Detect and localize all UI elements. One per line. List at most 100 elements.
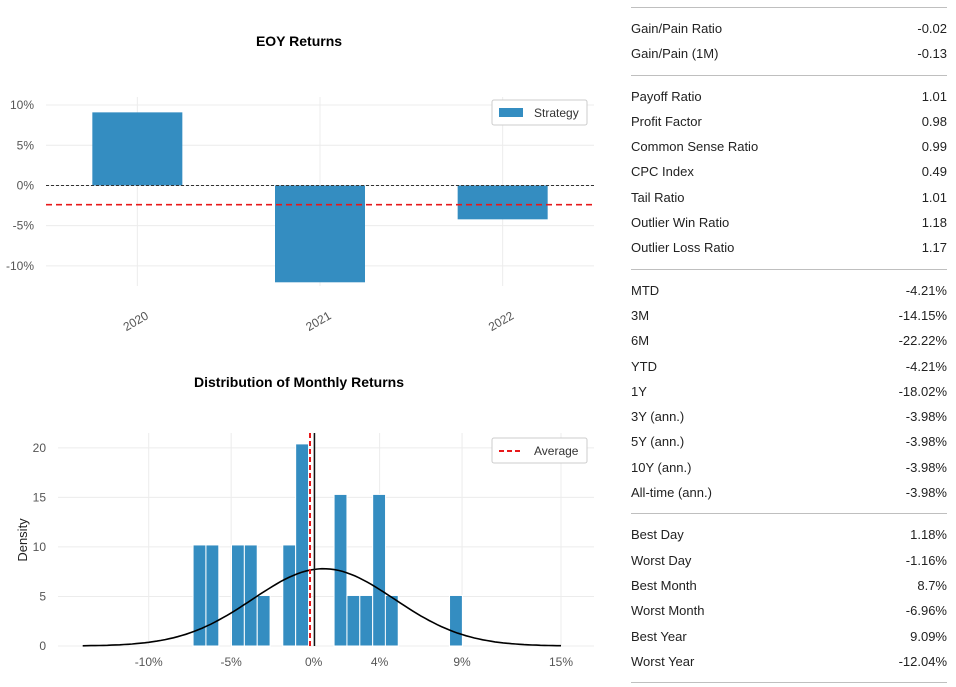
dist-y-ticks: 0 5 10 15 20: [33, 441, 47, 653]
dist-x-tick-label: -5%: [220, 655, 242, 669]
metric-value: 1.01: [921, 189, 947, 205]
metric-label: Worst Year: [631, 653, 695, 669]
metric-label: Payoff Ratio: [631, 88, 702, 104]
eoy-returns-chart: EOY Returns 10%5%0%-5%-10% 2020 2021 2022 …: [6, 33, 594, 334]
dist-legend-label: Average: [534, 444, 579, 458]
metric-label: Gain/Pain (1M): [631, 46, 719, 62]
metric-label: Best Day: [631, 527, 684, 543]
dist-gridlines: [58, 433, 594, 647]
metric-label: 3Y (ann.): [631, 409, 685, 425]
metrics-table: Gain/Pain Ratio -0.02 Gain/Pain (1M) -0.13 P…: [631, 7, 947, 684]
eoy-y-ticks: 10% 5% 0% -5% -10%: [6, 98, 34, 273]
dist-bar: [449, 594, 463, 647]
metric-row: Worst Year -12.04%: [631, 649, 947, 674]
dist-y-tick-label: 0: [39, 639, 46, 653]
metric-label: 10Y (ann.): [631, 459, 692, 475]
eoy-reference-lines: [46, 184, 594, 206]
metric-label: Profit Factor: [631, 113, 702, 129]
metric-row: Gain/Pain (1M) -0.13: [631, 41, 947, 66]
metric-value: 0.98: [921, 113, 947, 129]
monthly-distribution-chart: Distribution of Monthly Returns Density …: [15, 374, 594, 669]
metric-value: -3.98%: [905, 459, 947, 475]
dist-bar: [205, 544, 220, 647]
metric-row: Best Year 9.09%: [631, 624, 947, 649]
metric-label: All-time (ann.): [631, 485, 712, 501]
metric-value: -0.02: [917, 21, 947, 36]
dist-x-tick-label: 9%: [453, 655, 471, 669]
metric-row: 1Y -18.02%: [631, 379, 947, 404]
metric-row: Worst Day -1.16%: [631, 548, 947, 573]
dist-x-tick-label: -10%: [135, 655, 163, 669]
metric-label: Tail Ratio: [631, 189, 685, 205]
metric-value: -4.21%: [905, 358, 947, 374]
dist-bar: [256, 594, 271, 647]
metric-row: 5Y (ann.) -3.98%: [631, 429, 947, 454]
metric-label: MTD: [631, 282, 660, 298]
metric-label: Worst Day: [631, 552, 692, 568]
dist-bar: [282, 544, 297, 647]
metric-label: 5Y (ann.): [631, 434, 685, 450]
metric-value: 8.7%: [917, 577, 947, 593]
metric-label: Gain/Pain Ratio: [631, 21, 723, 36]
metric-row: Common Sense Ratio 0.99: [631, 134, 947, 159]
eoy-y-tick-label: -5%: [13, 219, 35, 233]
metric-label: Outlier Win Ratio: [631, 215, 730, 231]
eoy-legend-box: [491, 99, 588, 126]
dist-bar: [346, 594, 361, 647]
metric-label: Worst Month: [631, 603, 705, 619]
eoy-legend: Strategy: [491, 99, 588, 126]
eoy-x-tick-label: 2022: [486, 308, 516, 334]
metric-label: CPC Index: [631, 164, 694, 180]
eoy-bar: [275, 185, 365, 283]
eoy-legend-label: Strategy: [534, 106, 579, 120]
metric-value: -1.16%: [905, 552, 947, 568]
metric-value: -22.22%: [898, 333, 947, 349]
eoy-bar: [92, 112, 183, 186]
metric-value: -4.21%: [905, 282, 947, 298]
metric-value: -12.04%: [898, 653, 947, 669]
dist-legend: Average: [491, 437, 588, 464]
metric-value: 0.49: [921, 164, 947, 180]
metric-label: Best Month: [631, 577, 697, 593]
metric-value: 1.18%: [910, 527, 947, 543]
metric-row: 3M -14.15%: [631, 303, 947, 328]
metrics-group: Gain/Pain Ratio -0.02 Gain/Pain (1M) -0.13: [631, 7, 947, 75]
eoy-bars: [92, 112, 548, 283]
metric-row: Gain/Pain Ratio -0.02: [631, 16, 947, 41]
dist-chart-title: Distribution of Monthly Returns: [194, 374, 404, 390]
metric-row: 3Y (ann.) -3.98%: [631, 404, 947, 429]
dist-x-ticks: -10% -5% 0% 4% 9% 15%: [135, 655, 574, 669]
metric-row: 6M -22.22%: [631, 328, 947, 353]
metric-row: Outlier Win Ratio 1.18: [631, 210, 947, 235]
metric-value: -3.98%: [905, 485, 947, 501]
dist-y-label: Density: [15, 518, 30, 562]
metric-value: -0.13: [917, 46, 947, 62]
metrics-group: Payoff Ratio 1.01 Profit Factor 0.98 Common …: [631, 74, 947, 269]
eoy-bar: [457, 185, 548, 220]
metric-row: Tail Ratio 1.01: [631, 185, 947, 210]
metric-label: 6M: [631, 333, 650, 349]
eoy-y-tick-label: -10%: [6, 259, 34, 273]
dist-bar: [372, 493, 387, 647]
eoy-x-tick-label: 2021: [303, 308, 333, 334]
metric-value: 9.09%: [910, 628, 947, 644]
metric-row: Outlier Loss Ratio 1.17: [631, 235, 947, 260]
metric-row: All-time (ann.) -3.98%: [631, 480, 947, 505]
metric-value: -3.98%: [905, 434, 947, 450]
eoy-chart-title: EOY Returns: [256, 33, 342, 49]
metric-label: 1Y: [631, 383, 647, 399]
eoy-y-tick-label: 10%: [10, 98, 34, 112]
eoy-x-ticks: 2020 2021 2022: [121, 308, 517, 334]
metrics-group: Best Day 1.18% Worst Day -1.16% Best Month 8.…: [631, 513, 947, 684]
metric-value: 0.99: [921, 139, 947, 155]
eoy-x-tick-label: 2020: [121, 308, 151, 334]
metric-row: 10Y (ann.) -3.98%: [631, 455, 947, 480]
metric-value: -3.98%: [905, 409, 947, 425]
dist-x-tick-label: 0%: [305, 655, 323, 669]
metric-value: -18.02%: [898, 383, 947, 399]
metric-row: YTD -4.21%: [631, 354, 947, 379]
metrics-group: MTD -4.21% 3M -14.15% 6M -22.22% YTD -4.21% 1Y -1…: [631, 268, 947, 514]
dist-bar: [243, 544, 258, 647]
metric-row: Best Day 1.18%: [631, 522, 947, 547]
metric-label: Outlier Loss Ratio: [631, 240, 735, 256]
